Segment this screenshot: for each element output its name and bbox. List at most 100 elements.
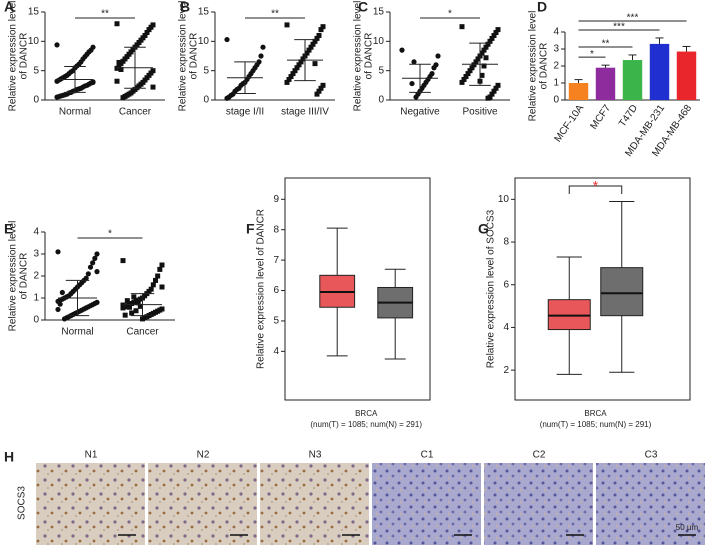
- data-point: [114, 21, 120, 27]
- y-tick-label: 0: [378, 95, 384, 106]
- y-tick-label: 5: [203, 65, 209, 76]
- data-point: [124, 298, 130, 304]
- image-label: N1: [85, 450, 98, 461]
- data-point: [459, 24, 465, 30]
- comparison-label: *: [590, 49, 594, 60]
- data-point: [155, 273, 161, 279]
- y-axis-label: Relative expression level: [528, 11, 539, 122]
- data-point: [485, 41, 491, 47]
- significance-label: *: [593, 178, 599, 194]
- data-point: [92, 255, 98, 261]
- bar: [676, 51, 697, 100]
- comparison-label: ***: [613, 22, 625, 33]
- data-point: [54, 94, 60, 100]
- y-tick-label: 5: [378, 65, 384, 76]
- row-label: SOCS3: [17, 486, 28, 520]
- data-point: [135, 300, 141, 306]
- data-point: [120, 305, 126, 311]
- data-point: [224, 95, 230, 101]
- y-axis-label: of DANCR: [19, 253, 30, 300]
- data-point: [284, 22, 290, 28]
- x-tick-label: Normal: [59, 107, 91, 118]
- ihc-image: [484, 463, 593, 545]
- y-axis-label: Relative expression level: [8, 1, 19, 112]
- ihc-image: [596, 463, 705, 545]
- data-point: [485, 95, 491, 101]
- data-point: [493, 30, 499, 36]
- panel-letter: A: [4, 0, 14, 15]
- plot-frame: [514, 177, 691, 401]
- y-axis-label: of DANCR: [539, 43, 550, 90]
- y-tick-label: 2: [33, 271, 39, 282]
- y-tick-label: 10: [498, 194, 510, 205]
- data-point: [435, 53, 441, 59]
- y-tick-label: 4: [503, 322, 509, 333]
- x-tick-label: Normal: [61, 327, 93, 338]
- data-point: [144, 30, 150, 36]
- data-point: [54, 42, 60, 48]
- panel-letter: C: [358, 0, 368, 15]
- data-point: [473, 59, 479, 65]
- y-tick-label: 2: [553, 61, 559, 72]
- data-point: [87, 264, 94, 270]
- y-axis-label: Relative expression level of SOCS3: [486, 209, 497, 368]
- ihc-row: H SOCS3 N1 N2 N3 C1 C2 C3 50 μm: [4, 449, 705, 545]
- y-tick-label: 6: [503, 279, 509, 290]
- data-point: [140, 316, 145, 322]
- y-tick-label: 15: [198, 7, 210, 18]
- box: [547, 299, 591, 331]
- x-tick-label: stage I/II: [226, 107, 264, 118]
- data-point: [260, 44, 266, 50]
- data-point: [120, 95, 126, 101]
- y-tick-label: 15: [373, 7, 385, 18]
- image-label: N2: [197, 450, 210, 461]
- data-point: [131, 294, 137, 300]
- data-point: [296, 62, 302, 68]
- data-point: [137, 303, 143, 309]
- data-point: [312, 38, 318, 44]
- data-point: [90, 260, 96, 266]
- bar: [595, 67, 616, 100]
- significance-bracket: [568, 185, 623, 194]
- data-point: [159, 284, 165, 290]
- data-point: [483, 44, 489, 50]
- ihc-image: [36, 463, 145, 545]
- y-tick-label: 4: [33, 227, 39, 238]
- panel-letter: G: [478, 221, 489, 237]
- data-point: [258, 53, 264, 59]
- comparison-label: **: [602, 39, 610, 50]
- data-point: [320, 24, 326, 30]
- significance-label: *: [108, 229, 112, 240]
- data-point: [461, 76, 467, 82]
- ihc-image: [372, 463, 481, 545]
- ihc-image: [148, 463, 257, 545]
- y-axis-label: Relative expression level: [8, 221, 19, 332]
- data-point: [495, 27, 501, 33]
- data-point: [133, 308, 139, 314]
- y-tick-label: 10: [28, 36, 40, 47]
- data-point: [284, 79, 290, 85]
- data-point: [129, 310, 135, 316]
- data-point: [411, 59, 417, 65]
- data-point: [61, 316, 68, 322]
- y-tick-label: 4: [553, 27, 559, 38]
- y-tick-label: 5: [33, 65, 39, 76]
- y-axis-label: Relative expression level of DANCR: [256, 209, 267, 369]
- y-tick-label: 0: [33, 315, 39, 326]
- y-tick-label: 15: [28, 7, 40, 18]
- x-tick-label: Positive: [462, 107, 497, 118]
- data-point: [431, 65, 437, 71]
- data-point: [224, 36, 230, 43]
- y-tick-label: 10: [373, 36, 385, 47]
- data-point: [491, 32, 497, 38]
- bar: [568, 83, 589, 100]
- y-axis-label: Relative expression level: [353, 1, 364, 112]
- data-point: [487, 38, 493, 44]
- data-point: [94, 251, 100, 257]
- x-tick-label: Negative: [400, 107, 440, 118]
- data-point: [59, 289, 65, 296]
- y-tick-label: 1: [553, 78, 559, 89]
- data-point: [157, 266, 163, 272]
- panel-letter: D: [537, 0, 547, 15]
